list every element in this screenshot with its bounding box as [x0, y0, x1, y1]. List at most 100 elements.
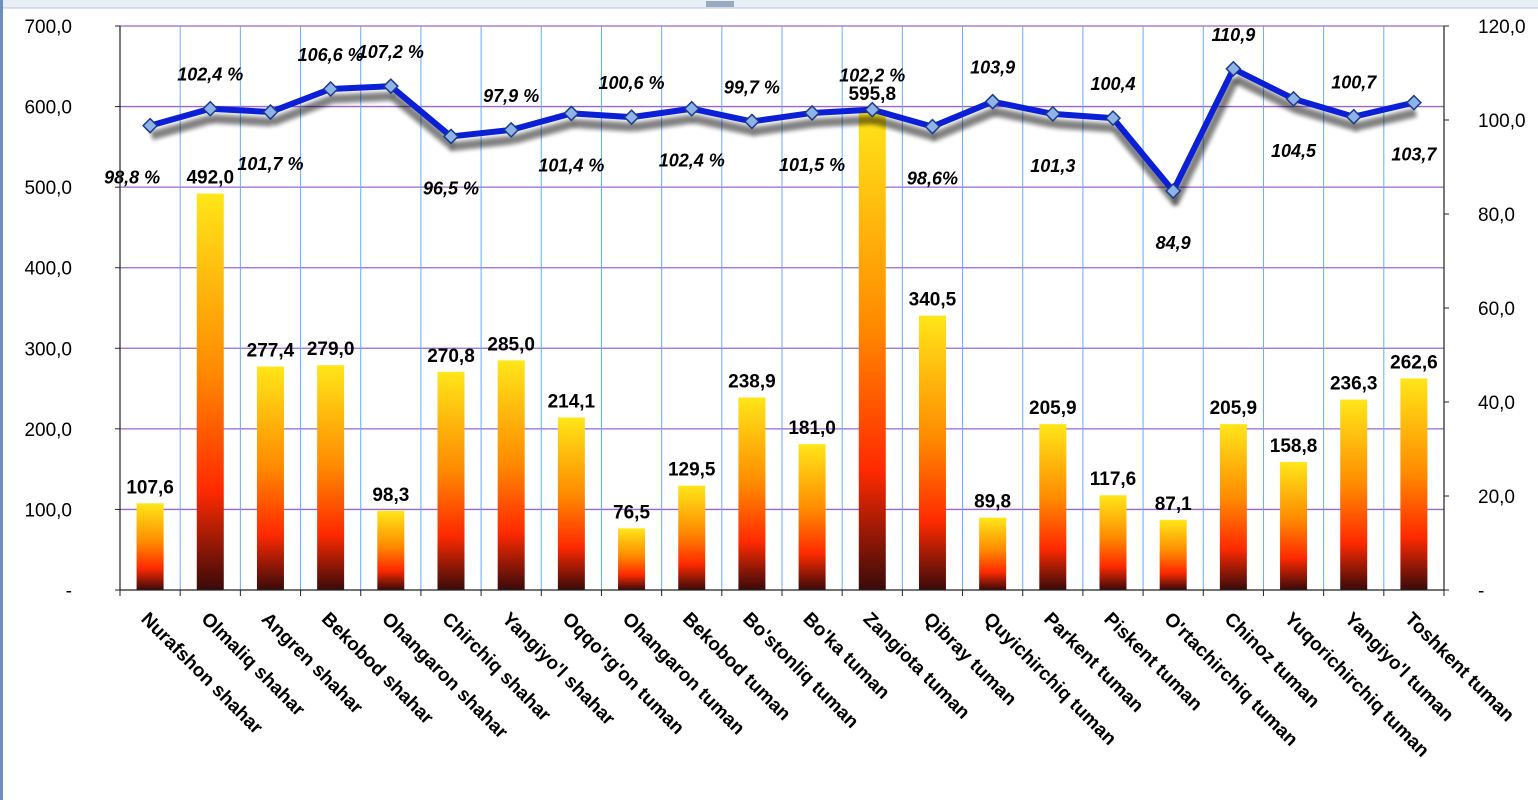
bar-value-label: 98,3 [372, 485, 409, 506]
y-right-tick-label: 100,0 [1478, 111, 1526, 132]
y-right-tick-label: 80,0 [1478, 205, 1515, 226]
line-marker [924, 118, 941, 135]
line-shadow [150, 74, 1417, 206]
line-marker [864, 101, 881, 118]
category-label: Bekobod tuman [678, 609, 794, 725]
category-label: Zangiota tuman [859, 609, 974, 724]
category-label: Yangiyo'l tuman [1340, 609, 1457, 726]
line-marker [743, 113, 760, 130]
tick-labels: - 100,0 200,0 300,0 400,0 500,0 600,0 700,0 - 20,… [24, 17, 1525, 602]
y-left-tick-label: 400,0 [24, 259, 72, 280]
bar-value-label: 277,4 [247, 340, 295, 361]
category-label: Olmaliq shahar [197, 609, 309, 721]
bar-value-label: 205,9 [1210, 398, 1258, 419]
bar-value-label: 262,6 [1390, 352, 1438, 373]
line-value-labels: 98,8 % 102,4 % 101,7 % 106,6 %107,2 % 96,5 %… [104, 25, 1437, 253]
bar [979, 517, 1007, 590]
line-marker [322, 80, 339, 98]
line-marker [142, 117, 159, 134]
line-value-label: 101,7 % [237, 154, 303, 174]
category-label: Yangiyo'l shahar [498, 609, 620, 731]
bar [1340, 399, 1368, 590]
bar [437, 371, 465, 590]
line-value-label: 107,2 % [358, 42, 424, 62]
bar [256, 366, 284, 590]
bar [618, 528, 646, 590]
line-marker [1285, 90, 1302, 107]
bar [1280, 462, 1308, 590]
line-value-label: 98,8 % [104, 168, 160, 188]
splitter-handle[interactable] [706, 1, 734, 7]
bar-value-label: 76,5 [613, 502, 650, 523]
y-left-tick-label: 600,0 [24, 98, 72, 119]
bar [1219, 424, 1247, 590]
line-marker [1104, 110, 1122, 127]
category-label: Chirchiq shahar [437, 609, 555, 727]
bar-value-label: 117,6 [1090, 469, 1137, 490]
bar [798, 444, 826, 590]
bar [557, 417, 585, 590]
line-value-label: 100,4 [1090, 74, 1135, 94]
bar-value-label: 205,9 [1029, 398, 1077, 419]
y-left-tick-label: 700,0 [24, 17, 72, 38]
y-right-tick-label: - [1478, 581, 1484, 602]
window-top-strip [0, 0, 1538, 8]
line-value-label: 97,9 % [483, 86, 539, 106]
line-series [142, 60, 1422, 206]
line-marker [1165, 182, 1182, 200]
bars [136, 109, 1428, 591]
line-marker [1225, 60, 1242, 77]
line-value-label: 84,9 [1156, 233, 1191, 253]
y-left-tick-label: 300,0 [24, 339, 72, 360]
line-marker [683, 100, 700, 117]
line-path [149, 65, 1415, 194]
category-label: Angren shahar [257, 609, 367, 719]
bar [1159, 519, 1187, 590]
bar-value-label: 87,1 [1155, 494, 1192, 515]
y-left-tick-label: - [66, 581, 72, 602]
line-value-label: 99,7 % [724, 77, 780, 97]
bar [377, 510, 405, 590]
line-value-label: 103,9 [970, 58, 1015, 78]
bar-value-label: 107,6 [126, 477, 174, 498]
bar-value-label: 89,8 [974, 492, 1011, 513]
line-value-label: 110,9 [1212, 25, 1256, 45]
line-value-label: 101,4 % [538, 155, 604, 175]
bar [678, 485, 706, 590]
y-right-tick-label: 40,0 [1478, 393, 1515, 414]
bar-value-label: 279,0 [307, 339, 355, 360]
line-value-label: 98,6% [907, 169, 958, 189]
bar [317, 365, 345, 590]
line-marker [382, 78, 399, 95]
bar [1400, 378, 1428, 590]
line-marker [1345, 108, 1362, 125]
bar [1099, 495, 1127, 590]
bar-value-label: 238,9 [728, 372, 776, 393]
line-value-label: 101,3 [1030, 156, 1075, 176]
line-value-label: 104,5 [1271, 141, 1317, 161]
bar-value-label: 236,3 [1330, 374, 1378, 395]
bar-value-label: 129,5 [668, 460, 716, 481]
line-marker [503, 121, 520, 138]
bar-value-label: 181,0 [788, 418, 836, 439]
bar-value-label: 595,8 [848, 84, 896, 105]
line-value-label: 100,6 % [599, 73, 665, 93]
category-label: Bekobod shahar [317, 609, 438, 730]
y-left-tick-label: 500,0 [24, 178, 72, 199]
bar [918, 315, 946, 590]
line-marker [442, 128, 460, 145]
line-value-label: 102,2 % [839, 66, 905, 86]
category-label: Bo'stonliq tuman [738, 609, 862, 733]
bar-value-label: 285,0 [487, 334, 535, 355]
line-value-label: 102,4 % [659, 151, 725, 171]
bar [136, 503, 164, 590]
bar-value-label: 214,1 [548, 391, 596, 412]
line-marker [563, 105, 580, 122]
y-left-tick-label: 200,0 [24, 420, 72, 441]
line-value-label: 103,7 [1391, 145, 1437, 165]
y-right-tick-label: 120,0 [1478, 17, 1526, 38]
bar-value-label: 340,5 [909, 290, 957, 311]
